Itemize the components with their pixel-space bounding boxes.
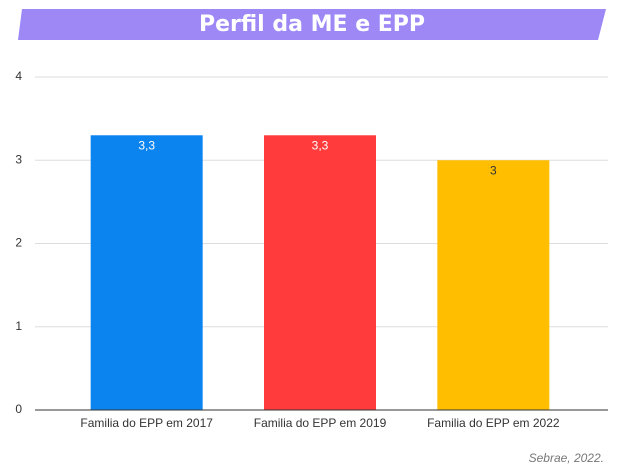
value-label: 3,3 bbox=[138, 138, 155, 152]
x-tick-label: Familia do EPP em 2022 bbox=[427, 416, 560, 430]
y-tick-label: 0 bbox=[15, 402, 22, 416]
bar bbox=[90, 135, 203, 410]
value-label: 3 bbox=[490, 163, 497, 177]
title-banner bbox=[18, 9, 606, 40]
x-tick-label: Familia do EPP em 2019 bbox=[254, 416, 387, 430]
value-label: 3,3 bbox=[312, 138, 329, 152]
x-tick-label: Familia do EPP em 2017 bbox=[80, 416, 213, 430]
y-tick-label: 2 bbox=[15, 236, 22, 250]
bar bbox=[264, 135, 376, 410]
bar bbox=[437, 160, 550, 410]
chart-title: Perfil da ME e EPP bbox=[199, 12, 425, 37]
y-tick-label: 3 bbox=[15, 152, 22, 166]
source-note: Sebrae, 2022. bbox=[529, 451, 604, 465]
y-tick-label: 4 bbox=[15, 69, 22, 83]
y-tick-label: 1 bbox=[15, 319, 22, 333]
